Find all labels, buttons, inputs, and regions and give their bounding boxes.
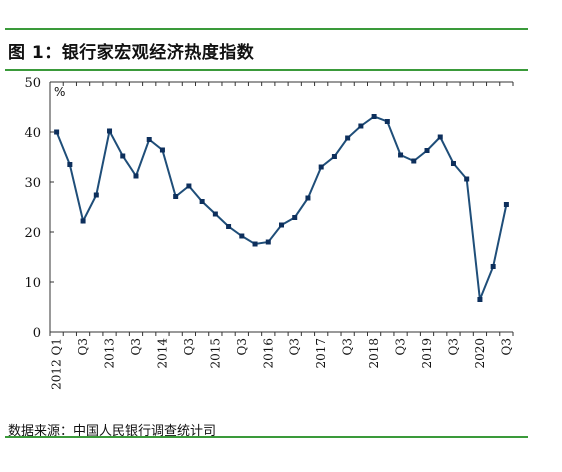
- data-point: [318, 164, 324, 170]
- data-point: [384, 119, 390, 124]
- data-point: [107, 128, 113, 134]
- x-tick-label: Q3: [341, 338, 355, 355]
- data-point: [464, 176, 470, 182]
- x-tick-label: 2018: [367, 338, 381, 369]
- data-point: [424, 148, 430, 153]
- data-point: [437, 134, 443, 140]
- data-point: [67, 162, 73, 167]
- data-point: [292, 215, 298, 220]
- x-tick-label: 2016: [261, 338, 275, 369]
- data-point: [411, 158, 417, 164]
- y-tick-label: 40: [24, 126, 41, 141]
- data-point: [490, 264, 496, 269]
- data-point: [133, 173, 139, 179]
- data-point: [80, 218, 86, 224]
- source-note: 数据来源：中国人民银行调查统计司: [8, 424, 217, 439]
- data-point: [398, 152, 404, 158]
- data-point: [226, 224, 232, 229]
- x-tick-label: 2013: [103, 338, 117, 369]
- x-tick-label: Q3: [182, 338, 196, 355]
- data-point: [146, 137, 152, 142]
- x-tick-label: 2019: [420, 338, 434, 369]
- data-point: [186, 183, 192, 189]
- x-tick-label: 2017: [314, 338, 328, 369]
- data-point: [358, 123, 364, 129]
- axes: [49, 81, 513, 333]
- data-point: [199, 199, 205, 204]
- data-point: [305, 195, 311, 201]
- data-point: [252, 241, 258, 247]
- x-tick-label: 2012 Q1: [50, 338, 64, 390]
- ticks: 0 10 20 30 40 50% 2012 Q1 Q3 2013 Q3 2014 Q3 2015 Q3 2…: [24, 76, 514, 390]
- x-tick-label: 2020: [473, 338, 487, 369]
- series-line: [55, 115, 508, 300]
- data-point: [503, 202, 509, 207]
- data-point: [450, 161, 456, 166]
- data-point: [265, 239, 271, 245]
- x-tick-label: Q3: [499, 338, 513, 355]
- y-tick-label: 30: [24, 176, 41, 191]
- data-point: [159, 147, 165, 153]
- data-point: [477, 297, 483, 302]
- chart-title: 图 1：银行家宏观经济热度指数: [8, 43, 255, 63]
- data-point: [345, 135, 351, 141]
- top-rule: [5, 28, 528, 30]
- data-point: [120, 153, 126, 159]
- data-point: [331, 154, 337, 159]
- x-tick-label: Q3: [394, 338, 408, 355]
- data-point: [173, 194, 179, 199]
- x-tick-label: Q3: [76, 338, 90, 355]
- y-axis-unit: %: [54, 85, 65, 99]
- data-point: [279, 222, 284, 228]
- x-tick-label: 2015: [208, 338, 222, 369]
- x-tick-label: Q3: [288, 338, 302, 355]
- data-point: [93, 192, 99, 198]
- x-tick-label: Q3: [129, 338, 143, 355]
- data-point: [371, 114, 377, 119]
- data-point: [239, 233, 245, 239]
- data-point: [54, 129, 60, 135]
- data-point: [212, 211, 218, 217]
- y-tick-label: 50: [24, 76, 41, 91]
- y-tick-label: 0: [33, 326, 41, 341]
- x-tick-label: 2014: [155, 338, 169, 369]
- y-tick-label: 20: [24, 226, 41, 241]
- bottom-rule: [5, 436, 528, 438]
- title-rule: [5, 69, 528, 71]
- y-tick-label: 10: [24, 276, 41, 291]
- x-tick-label: Q3: [235, 338, 249, 355]
- x-tick-label: Q3: [446, 338, 460, 355]
- plot-area: [54, 114, 509, 302]
